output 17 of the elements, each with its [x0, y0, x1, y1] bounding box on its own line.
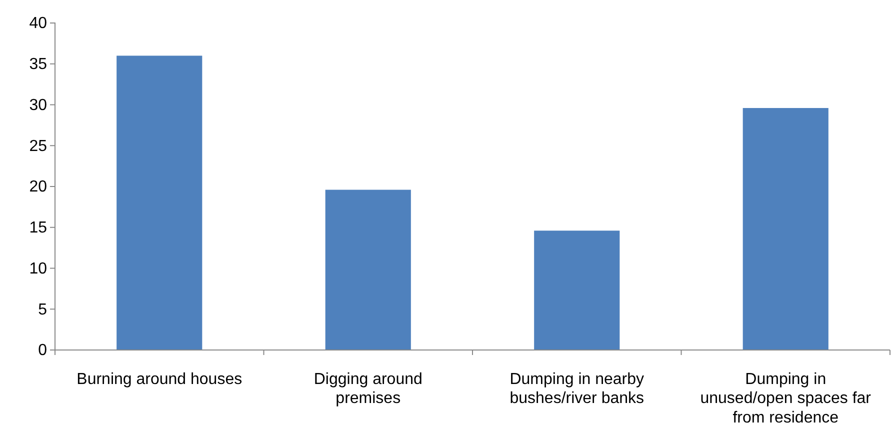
y-tick-label: 40	[29, 15, 48, 32]
y-tick-label: 10	[29, 260, 48, 278]
y-tick-label: 0	[38, 342, 48, 360]
y-tick-label: 5	[38, 301, 48, 318]
x-tick-label: Dumping in nearby bushes/river banks	[510, 371, 644, 408]
bar	[534, 230, 620, 350]
y-tick-label: 30	[29, 96, 48, 114]
x-tick-label: Burning around houses	[76, 371, 242, 388]
bar	[116, 56, 202, 350]
y-tick-label: 20	[29, 178, 48, 196]
bar	[742, 108, 828, 350]
y-tick-label: 25	[29, 138, 48, 155]
y-tick-label: 15	[29, 219, 48, 236]
x-tick-label: Digging around premises	[314, 371, 422, 408]
x-tick-label: Dumping in unused/open spaces far from residence	[700, 371, 872, 426]
bar	[325, 190, 411, 350]
y-tick-label: 35	[29, 56, 48, 73]
